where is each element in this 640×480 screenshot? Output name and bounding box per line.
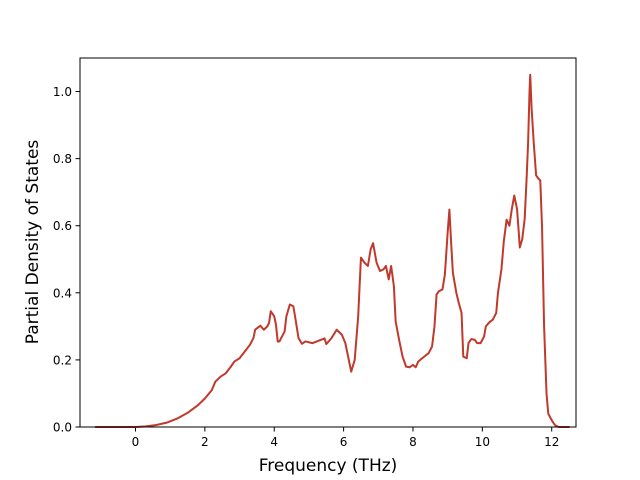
x-tick-label: 10 <box>475 435 490 449</box>
x-tick-label: 8 <box>409 435 417 449</box>
y-tick-label: 1.0 <box>53 85 72 99</box>
y-tick-label: 0.4 <box>53 286 72 300</box>
y-axis-ticks: 0.0 0.2 0.4 0.6 0.8 1.0 <box>53 85 80 435</box>
x-axis-label: Frequency (THz) <box>259 456 398 476</box>
x-tick-label: 0 <box>132 435 140 449</box>
y-tick-label: 0.0 <box>53 421 72 435</box>
pdos-series-line <box>94 73 571 428</box>
x-tick-label: 4 <box>270 435 278 449</box>
y-tick-label: 0.2 <box>53 353 72 367</box>
y-axis-label: Partial Density of States <box>23 140 43 345</box>
x-tick-label: 2 <box>201 435 209 449</box>
x-tick-label: 6 <box>340 435 348 449</box>
plot-frame <box>79 57 577 428</box>
series-layer <box>94 73 571 428</box>
y-tick-label: 0.6 <box>53 219 72 233</box>
x-tick-label: 12 <box>544 435 559 449</box>
plot-area <box>80 58 576 427</box>
x-axis-ticks: 0 2 4 6 8 10 12 <box>132 427 559 449</box>
y-tick-label: 0.8 <box>53 152 72 166</box>
